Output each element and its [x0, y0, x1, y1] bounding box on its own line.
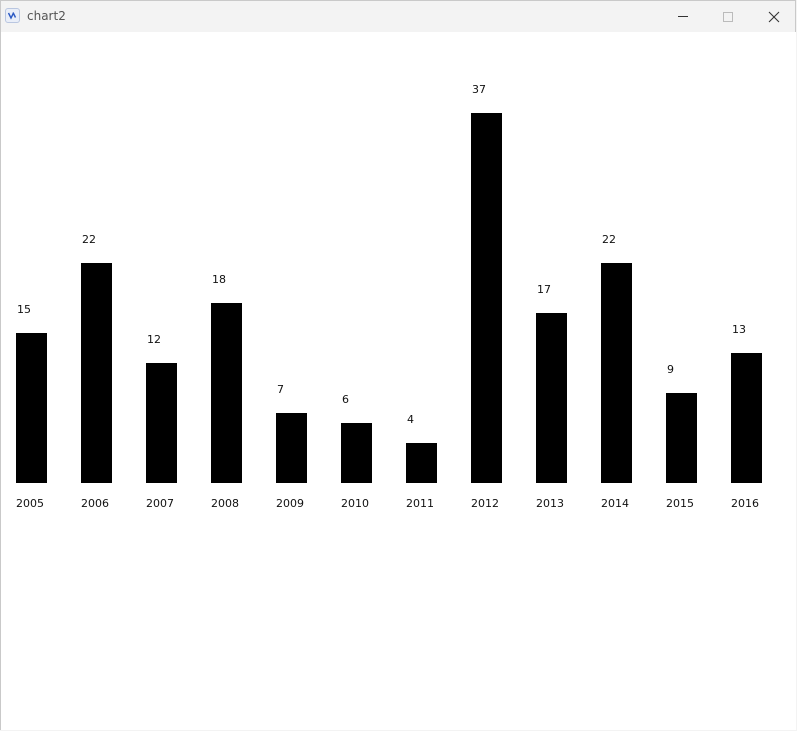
bar-2005: [16, 333, 47, 483]
value-label-2007: 12: [147, 333, 161, 346]
x-tick-label-2015: 2015: [666, 497, 694, 510]
bar-2008: [211, 303, 242, 483]
bar-2011: [406, 443, 437, 483]
close-icon: [768, 11, 780, 23]
value-label-2010: 6: [342, 393, 349, 406]
value-label-2011: 4: [407, 413, 414, 426]
bar-2016: [731, 353, 762, 483]
maximize-button[interactable]: [705, 1, 751, 32]
value-label-2014: 22: [602, 233, 616, 246]
x-tick-label-2012: 2012: [471, 497, 499, 510]
bar-2006: [81, 263, 112, 483]
value-label-2005: 15: [17, 303, 31, 316]
bar-2009: [276, 413, 307, 483]
bar-2013: [536, 313, 567, 483]
close-button[interactable]: [751, 1, 797, 32]
bar-2012: [471, 113, 502, 483]
bar-2010: [341, 423, 372, 483]
x-tick-label-2013: 2013: [536, 497, 564, 510]
minimize-button[interactable]: [660, 1, 706, 32]
app-icon: [5, 8, 20, 23]
x-tick-label-2006: 2006: [81, 497, 109, 510]
bar-2014: [601, 263, 632, 483]
value-label-2016: 13: [732, 323, 746, 336]
bar-2015: [666, 393, 697, 483]
value-label-2015: 9: [667, 363, 674, 376]
x-tick-label-2014: 2014: [601, 497, 629, 510]
maximize-icon: [723, 12, 733, 22]
value-label-2008: 18: [212, 273, 226, 286]
bar-2007: [146, 363, 177, 483]
window-title: chart2: [27, 9, 66, 23]
value-label-2013: 17: [537, 283, 551, 296]
x-tick-label-2009: 2009: [276, 497, 304, 510]
value-label-2012: 37: [472, 83, 486, 96]
x-tick-label-2007: 2007: [146, 497, 174, 510]
x-tick-label-2011: 2011: [406, 497, 434, 510]
x-tick-label-2005: 2005: [16, 497, 44, 510]
x-tick-label-2016: 2016: [731, 497, 759, 510]
title-bar[interactable]: chart2: [1, 1, 795, 32]
value-label-2006: 22: [82, 233, 96, 246]
x-tick-label-2010: 2010: [341, 497, 369, 510]
value-label-2009: 7: [277, 383, 284, 396]
bar-chart: 15 2005 22 2006 12 2007 18 2008 7 2009 6 2010 4 2011 3…: [16, 83, 762, 510]
minimize-icon: [678, 16, 688, 17]
chart-area: 15 2005 22 2006 12 2007 18 2008 7 2009 6 2010 4 2011 3…: [1, 32, 796, 730]
x-tick-label-2008: 2008: [211, 497, 239, 510]
